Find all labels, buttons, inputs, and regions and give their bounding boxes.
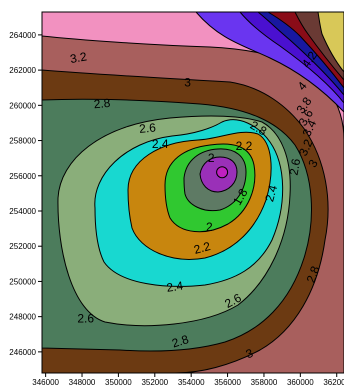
contour-label: 2 <box>208 151 215 165</box>
contour-label: 2.4 <box>166 279 185 295</box>
y-tick-label: 248000 <box>9 313 36 322</box>
contour-label: 2.4 <box>262 183 280 203</box>
contour-label: 3 <box>244 346 255 362</box>
x-tick-label: 360000 <box>287 378 314 387</box>
contour-label: 2.8 <box>170 332 191 351</box>
x-tick-label: 348000 <box>69 378 96 387</box>
contour-label: 2.4 <box>152 137 169 151</box>
contour-label: 2 <box>206 220 213 234</box>
y-tick-label: 246000 <box>9 348 36 357</box>
contour-label: 2.8 <box>93 96 111 111</box>
center-marker <box>216 166 229 179</box>
contour-label: 2.2 <box>192 239 212 257</box>
y-tick-label: 254000 <box>9 207 36 216</box>
fill-band-4.4 <box>317 12 344 73</box>
x-tick-label: 362000 <box>323 378 344 387</box>
y-tick-label: 262000 <box>9 66 36 75</box>
x-tick-label: 350000 <box>105 378 132 387</box>
y-axis: 246000 248000 250000 252000 254000 256000 2580… <box>9 31 42 357</box>
x-tick-label: 346000 <box>32 378 59 387</box>
contour-label: 2.6 <box>139 120 157 135</box>
x-tick-label: 352000 <box>141 378 168 387</box>
y-tick-label: 260000 <box>9 101 36 110</box>
y-tick-label: 258000 <box>9 137 36 146</box>
plot-area: 3.232.82.82.82.82.62.62.62.62.42.42.42.2… <box>41 11 344 374</box>
contour-label: 2.8 <box>304 264 323 285</box>
contour-label: 2.2 <box>236 139 253 153</box>
contour-label: 2.6 <box>287 157 304 176</box>
contour-label: 3 <box>184 75 191 89</box>
contour-labels: 3.232.82.82.82.82.62.62.62.62.42.42.42.2… <box>69 48 323 361</box>
contour-label: 3.2 <box>69 49 88 66</box>
contour-label: 2.6 <box>77 311 94 325</box>
contour-label: 3.4 <box>300 117 320 138</box>
x-tick-label: 358000 <box>251 378 278 387</box>
y-tick-label: 256000 <box>9 172 36 181</box>
y-tick-label: 250000 <box>9 277 36 286</box>
y-tick-label: 252000 <box>9 242 36 251</box>
x-tick-label: 356000 <box>214 378 241 387</box>
x-tick-label: 354000 <box>178 378 205 387</box>
contour-label: 3.2 <box>296 137 316 158</box>
plot-frame <box>41 11 344 374</box>
x-axis: 346000 348000 350000 352000 354000 356000 3580… <box>32 373 344 387</box>
y-tick-label: 264000 <box>9 31 36 40</box>
